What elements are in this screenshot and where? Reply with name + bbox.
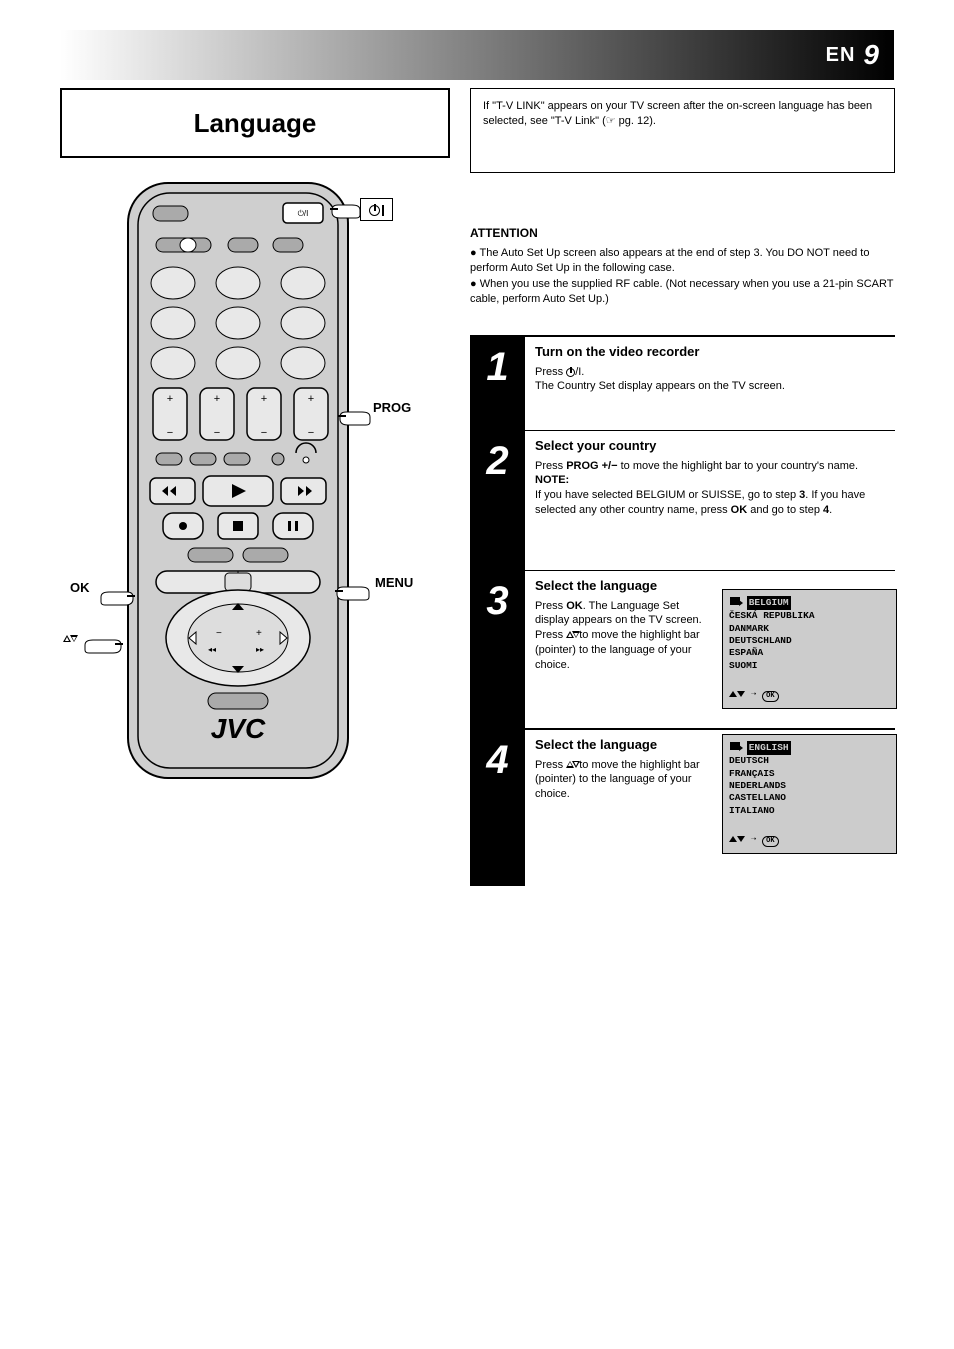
step-text: Press to move the highlight bar (pointer… xyxy=(535,758,705,803)
svg-text:−: − xyxy=(167,427,173,439)
callout-prog: PROG xyxy=(373,400,411,415)
osd-screen-language: ENGLISH DEUTSCH FRANÇAIS NEDERLANDS CAST… xyxy=(722,734,897,854)
svg-text:JVC: JVC xyxy=(211,713,266,744)
svg-text:⏻/I: ⏻/I xyxy=(298,209,309,218)
steps-column: 1 Turn on the video recorder Press /I.Th… xyxy=(470,335,895,886)
svg-text:◂◂: ◂◂ xyxy=(208,645,216,654)
step-text: Press OK. The Language Set display appea… xyxy=(535,599,715,673)
step-number: 3 xyxy=(470,571,525,728)
callout-arrows xyxy=(63,630,74,645)
step-title: Select the language xyxy=(535,736,705,754)
svg-text:−: − xyxy=(261,427,267,439)
svg-text:+: + xyxy=(214,393,220,405)
note-box: If "T-V LINK" appears on your TV screen … xyxy=(470,88,895,173)
page-number: 9 xyxy=(863,39,879,71)
svg-text:+: + xyxy=(167,393,173,405)
step-number: 2 xyxy=(470,431,525,570)
step-title: Select your country xyxy=(535,437,895,455)
svg-text:−: − xyxy=(308,427,314,439)
svg-text:+: + xyxy=(256,628,262,639)
attn-line: When you use the supplied RF cable. (Not… xyxy=(470,277,895,308)
svg-text:+: + xyxy=(308,393,314,405)
step-row: 4 Select the language Press to move the … xyxy=(470,728,895,886)
step-title: Turn on the video recorder xyxy=(535,343,895,361)
step-text: Press /I.The Country Set display appears… xyxy=(535,365,895,395)
lang-indicator: EN xyxy=(826,44,856,67)
remote-illustration: ⏻/I + − + − + − + − xyxy=(108,178,368,798)
page-header: EN 9 xyxy=(60,30,894,80)
svg-text:−: − xyxy=(214,427,220,439)
section-title: Language xyxy=(60,88,450,158)
step-row: 3 Select the language Press OK. The Lang… xyxy=(470,570,895,728)
svg-text:−: − xyxy=(216,628,222,639)
attention-block: ATTENTION The Auto Set Up screen also ap… xyxy=(470,225,895,307)
svg-text:+: + xyxy=(261,393,267,405)
step-text: Press PROG +/− to move the highlight bar… xyxy=(535,459,895,518)
callout-menu: MENU xyxy=(375,575,413,590)
step-number: 1 xyxy=(470,337,525,430)
step-row: 1 Turn on the video recorder Press /I.Th… xyxy=(470,335,895,430)
callout-power xyxy=(360,198,393,221)
step-number: 4 xyxy=(470,730,525,886)
callout-ok: OK xyxy=(70,580,90,595)
attn-heading: ATTENTION xyxy=(470,225,895,242)
svg-text:▸▸: ▸▸ xyxy=(256,645,264,654)
attn-line: The Auto Set Up screen also appears at t… xyxy=(470,246,895,277)
osd-screen-country: BELGIUM ČESKÁ REPUBLIKA DANMARK DEUTSCHL… xyxy=(722,589,897,709)
step-row: 2 Select your country Press PROG +/− to … xyxy=(470,430,895,570)
